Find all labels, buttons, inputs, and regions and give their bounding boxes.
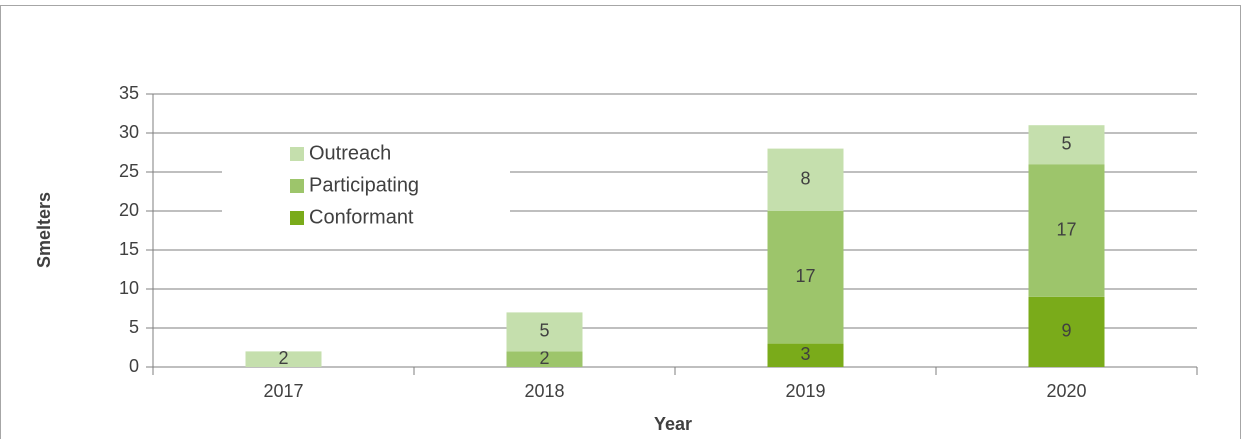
data-label: 8 bbox=[800, 169, 810, 189]
legend-label: Participating bbox=[309, 174, 419, 196]
x-tick-label: 2020 bbox=[1046, 381, 1086, 401]
data-label: 9 bbox=[1061, 321, 1071, 341]
bar-segment bbox=[767, 343, 844, 367]
y-tick-label: 10 bbox=[119, 278, 139, 298]
legend-swatch bbox=[290, 211, 304, 225]
x-tick-label: 2019 bbox=[785, 381, 825, 401]
bar-segment bbox=[506, 312, 583, 352]
y-tick-label: 5 bbox=[129, 317, 139, 337]
x-tick-label: 2018 bbox=[524, 381, 564, 401]
y-tick-label: 35 bbox=[119, 83, 139, 103]
bar-segment bbox=[1028, 296, 1105, 367]
bar-segment bbox=[506, 351, 583, 367]
bar-segment bbox=[767, 211, 844, 344]
legend-box bbox=[222, 140, 510, 236]
legend-label: Conformant bbox=[309, 206, 414, 228]
data-label: 17 bbox=[795, 266, 815, 286]
y-tick-label: 15 bbox=[119, 239, 139, 259]
data-label: 17 bbox=[1056, 219, 1076, 239]
data-label: 2 bbox=[278, 348, 288, 368]
bar-segment bbox=[1028, 164, 1105, 297]
chart-frame bbox=[0, 5, 1241, 439]
x-tick-label: 2017 bbox=[263, 381, 303, 401]
bar-segment bbox=[1028, 125, 1105, 165]
y-axis-label: Smelters bbox=[34, 192, 54, 268]
y-tick-label: 30 bbox=[119, 122, 139, 142]
y-tick-label: 0 bbox=[129, 356, 139, 376]
legend-swatch bbox=[290, 147, 304, 161]
y-tick-label: 25 bbox=[119, 161, 139, 181]
x-axis-label: Year bbox=[654, 414, 692, 434]
y-tick-label: 20 bbox=[119, 200, 139, 220]
legend-label: Outreach bbox=[309, 142, 391, 164]
data-label: 3 bbox=[800, 344, 810, 364]
data-label: 2 bbox=[539, 348, 549, 368]
legend-swatch bbox=[290, 179, 304, 193]
bar-segment bbox=[245, 351, 322, 367]
data-label: 5 bbox=[539, 321, 549, 341]
data-label: 5 bbox=[1061, 133, 1071, 153]
bar-segment bbox=[767, 148, 844, 211]
